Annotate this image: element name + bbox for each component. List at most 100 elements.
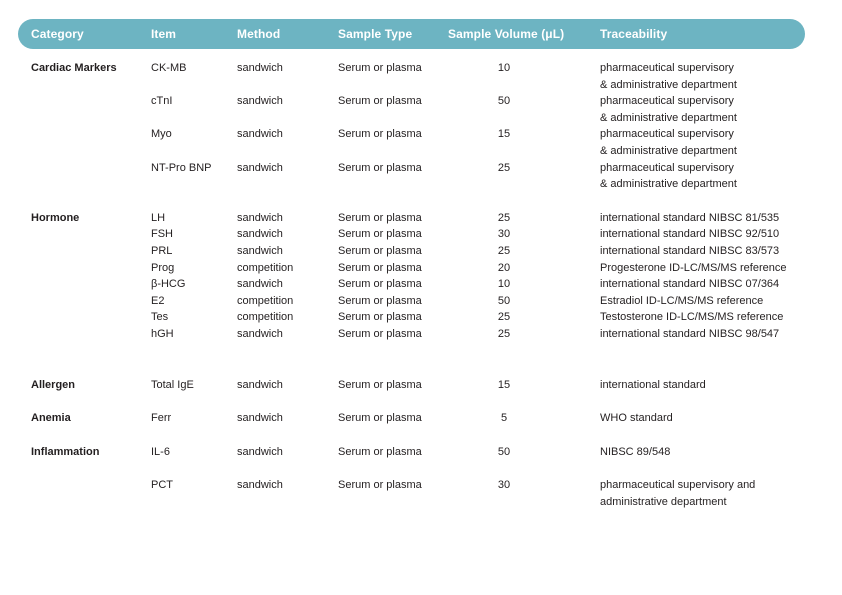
cell-sample-volume: 25 bbox=[497, 161, 511, 174]
cell-sample-volume: 10 bbox=[497, 278, 511, 291]
cell-method: sandwich bbox=[237, 95, 283, 108]
cell-sample-type: Serum or plasma bbox=[338, 128, 422, 141]
cell-sample-type: Serum or plasma bbox=[338, 161, 422, 174]
cell-sample-volume: 5 bbox=[500, 412, 508, 425]
cell-sample-volume: 25 bbox=[497, 311, 511, 324]
cell-sample-volume: 50 bbox=[497, 95, 511, 108]
cell-sample-type: Serum or plasma bbox=[338, 95, 422, 108]
table-row: PCT sandwich Serum or plasma 30 pharmaceutic… bbox=[18, 477, 805, 510]
cell-category: Inflammation bbox=[31, 445, 100, 458]
column-header-method: Method bbox=[237, 27, 281, 41]
cell-sample-volume: 50 bbox=[497, 445, 511, 458]
cell-item: Myo bbox=[151, 128, 172, 141]
cell-method: sandwich bbox=[237, 211, 283, 224]
cell-sample-volume: 15 bbox=[497, 128, 511, 141]
cell-category bbox=[18, 226, 151, 243]
cell-category bbox=[18, 293, 151, 310]
cell-traceability: pharmaceutical supervisory and administr… bbox=[600, 479, 756, 508]
cell-item: NT-Pro BNP bbox=[151, 161, 212, 174]
cell-sample-type: Serum or plasma bbox=[338, 311, 422, 324]
cell-method: competition bbox=[237, 294, 294, 307]
assay-spec-table: Category Item Method Sample Type Sample … bbox=[18, 19, 805, 510]
cell-method: competition bbox=[237, 311, 294, 324]
cell-sample-type: Serum or plasma bbox=[338, 327, 422, 340]
cell-traceability: pharmaceutical supervisory & administrat… bbox=[600, 95, 737, 124]
table-section: Anemia Ferr sandwich Serum or plasma 5 WHO st… bbox=[18, 410, 805, 427]
cell-item: E2 bbox=[151, 294, 165, 307]
cell-item: hGH bbox=[151, 327, 174, 340]
cell-item: β-HCG bbox=[151, 278, 186, 291]
cell-method: sandwich bbox=[237, 479, 283, 492]
cell-sample-type: Serum or plasma bbox=[338, 244, 422, 257]
cell-traceability: WHO standard bbox=[600, 412, 673, 425]
table-section: Cardiac Markers CK-MB sandwich Serum or pla… bbox=[18, 60, 805, 193]
cell-category bbox=[18, 309, 151, 326]
cell-item: LH bbox=[151, 211, 166, 224]
column-header-category: Category bbox=[31, 27, 84, 41]
cell-method: sandwich bbox=[237, 228, 283, 241]
table-row: Tes competition Serum or plasma 25 Testoster… bbox=[18, 309, 805, 326]
cell-sample-type: Serum or plasma bbox=[338, 412, 422, 425]
cell-category: Allergen bbox=[31, 378, 76, 391]
cell-item: Ferr bbox=[151, 412, 172, 425]
table-row: Myo sandwich Serum or plasma 15 pharmaceutic… bbox=[18, 126, 805, 159]
table-section: Allergen Total IgE sandwich Serum or plasma… bbox=[18, 377, 805, 394]
cell-sample-type: Serum or plasma bbox=[338, 479, 422, 492]
table-row: E2 competition Serum or plasma 50 Estradiol … bbox=[18, 293, 805, 310]
cell-item: PRL bbox=[151, 244, 173, 257]
cell-method: sandwich bbox=[237, 445, 283, 458]
cell-sample-volume: 25 bbox=[497, 244, 511, 257]
cell-item: IL-6 bbox=[151, 445, 170, 458]
table-row: PRL sandwich Serum or plasma 25 internationa… bbox=[18, 243, 805, 260]
cell-item: PCT bbox=[151, 479, 173, 492]
cell-traceability: Estradiol ID-LC/MS/MS reference bbox=[600, 294, 764, 307]
cell-method: competition bbox=[237, 261, 294, 274]
cell-sample-volume: 50 bbox=[497, 294, 511, 307]
cell-sample-type: Serum or plasma bbox=[338, 378, 422, 391]
cell-category: Cardiac Markers bbox=[31, 62, 117, 74]
cell-traceability: international standard bbox=[600, 378, 706, 391]
cell-category bbox=[18, 160, 151, 193]
table-row: Cardiac Markers CK-MB sandwich Serum or pla… bbox=[18, 60, 805, 93]
column-header-item: Item bbox=[151, 27, 177, 41]
cell-traceability: international standard NIBSC 81/535 bbox=[600, 211, 780, 224]
cell-item: Prog bbox=[151, 261, 175, 274]
cell-sample-volume: 25 bbox=[497, 211, 511, 224]
cell-method: sandwich bbox=[237, 278, 283, 291]
cell-traceability: Progesterone ID-LC/MS/MS reference bbox=[600, 261, 787, 274]
cell-method: sandwich bbox=[237, 128, 283, 141]
table-row: β-HCG sandwich Serum or plasma 10 internatio… bbox=[18, 276, 805, 293]
cell-item: CK-MB bbox=[151, 62, 187, 74]
cell-category bbox=[18, 260, 151, 277]
cell-sample-type: Serum or plasma bbox=[338, 294, 422, 307]
cell-traceability: pharmaceutical supervisory & administrat… bbox=[600, 161, 737, 191]
cell-sample-type: Serum or plasma bbox=[338, 261, 422, 274]
cell-method: sandwich bbox=[237, 161, 283, 174]
cell-method: sandwich bbox=[237, 327, 283, 340]
table-row: NT-Pro BNP sandwich Serum or plasma 25 pharm… bbox=[18, 160, 805, 193]
cell-traceability: international standard NIBSC 83/573 bbox=[600, 244, 780, 257]
column-header-sample-type: Sample Type bbox=[338, 27, 413, 41]
table-section: Inflammation IL-6 sandwich Serum or plasma 5… bbox=[18, 444, 805, 511]
cell-traceability: pharmaceutical supervisory & administrat… bbox=[600, 128, 737, 157]
cell-traceability: NIBSC 89/548 bbox=[600, 445, 671, 458]
column-header-sample-volume: Sample Volume (μL) bbox=[448, 27, 565, 41]
table-row: Inflammation IL-6 sandwich Serum or plasma 5… bbox=[18, 444, 805, 461]
cell-category bbox=[18, 126, 151, 159]
table-header: Category Item Method Sample Type Sample … bbox=[18, 19, 805, 49]
cell-sample-volume: 20 bbox=[497, 261, 511, 274]
table-row: Allergen Total IgE sandwich Serum or plasma… bbox=[18, 377, 805, 394]
table-row: Anemia Ferr sandwich Serum or plasma 5 WHO st… bbox=[18, 410, 805, 427]
cell-traceability: pharmaceutical supervisory & administrat… bbox=[600, 62, 737, 91]
cell-sample-volume: 15 bbox=[497, 378, 511, 391]
cell-item: cTnI bbox=[151, 95, 173, 108]
table-row: Prog competition Serum or plasma 20 Progeste… bbox=[18, 260, 805, 277]
cell-traceability: international standard NIBSC 98/547 bbox=[600, 327, 780, 340]
table-section: Hormone LH sandwich Serum or plasma 25 intern… bbox=[18, 210, 805, 343]
cell-category bbox=[18, 326, 151, 343]
cell-sample-volume: 30 bbox=[497, 479, 511, 492]
table-row: hGH sandwich Serum or plasma 25 internationa… bbox=[18, 326, 805, 343]
cell-sample-volume: 25 bbox=[497, 327, 511, 340]
cell-traceability: international standard NIBSC 92/510 bbox=[600, 228, 780, 241]
cell-category: Anemia bbox=[31, 412, 71, 425]
